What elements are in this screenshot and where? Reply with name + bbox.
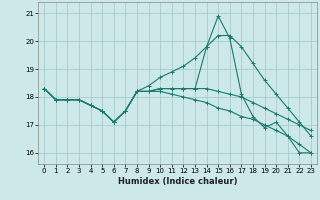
- X-axis label: Humidex (Indice chaleur): Humidex (Indice chaleur): [118, 177, 237, 186]
